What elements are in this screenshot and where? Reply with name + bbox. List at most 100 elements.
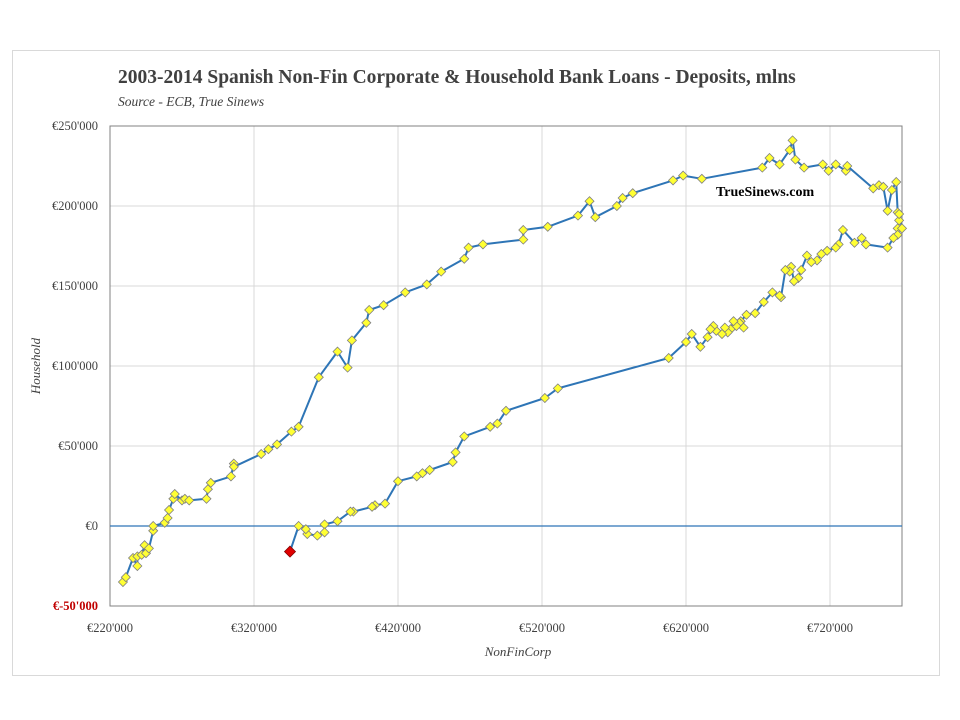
y-tick-label: €150'000 <box>52 279 98 293</box>
data-point <box>856 232 867 244</box>
data-point <box>552 383 563 394</box>
data-point <box>271 439 283 450</box>
data-point <box>702 332 713 343</box>
data-point <box>313 372 324 383</box>
data-point <box>790 154 801 165</box>
data-point <box>477 239 489 250</box>
data-point <box>878 181 889 192</box>
data-point <box>886 184 897 196</box>
chart-subtitle: Source - ECB, True Sinews <box>118 94 265 109</box>
data-point <box>627 188 638 199</box>
data-point <box>764 152 775 164</box>
chart-frame <box>12 50 940 676</box>
data-point <box>663 352 674 364</box>
data-point <box>757 162 768 173</box>
data-point <box>500 405 512 416</box>
data-point <box>882 205 893 216</box>
data-point <box>162 512 173 524</box>
data-point-latest <box>283 545 297 558</box>
data-point <box>400 287 411 298</box>
data-point <box>459 431 470 442</box>
data-point <box>163 504 175 516</box>
data-point <box>424 464 435 476</box>
data-point <box>816 248 827 260</box>
x-tick-label: €220'000 <box>87 621 133 635</box>
series-line <box>122 139 903 583</box>
data-point <box>741 309 752 320</box>
data-point <box>678 170 689 181</box>
data-point <box>774 159 785 170</box>
y-tick-label: €50'000 <box>58 439 98 453</box>
data-point <box>421 279 432 290</box>
data-point <box>205 477 216 488</box>
data-point <box>361 317 372 328</box>
data-point <box>485 421 496 432</box>
x-tick-label: €420'000 <box>375 621 421 635</box>
data-point <box>463 242 474 253</box>
data-point <box>617 192 628 204</box>
data-point <box>293 421 304 432</box>
data-point <box>539 392 550 404</box>
x-tick-label: €320'000 <box>231 621 277 635</box>
data-point <box>891 176 902 188</box>
data-point <box>842 160 853 172</box>
data-point <box>518 224 529 236</box>
y-tick-label: €0 <box>86 519 99 533</box>
data-point <box>882 242 893 253</box>
data-point <box>611 200 622 212</box>
data-point <box>584 196 595 207</box>
data-point <box>830 159 841 170</box>
chart-title: 2003-2014 Spanish Non-Fin Corporate & Ho… <box>118 67 796 88</box>
data-point <box>787 135 798 146</box>
data-point <box>796 264 807 276</box>
data-point <box>319 527 330 538</box>
data-point <box>436 266 447 277</box>
data-point <box>392 476 404 487</box>
data-point <box>345 506 356 517</box>
x-tick-label: €720'000 <box>807 621 853 635</box>
data-point <box>780 264 791 276</box>
data-point <box>705 324 716 335</box>
data-point <box>860 239 872 250</box>
data-point <box>680 336 692 348</box>
data-point <box>542 221 553 232</box>
data-point <box>830 242 841 253</box>
data-point <box>364 304 375 316</box>
data-point <box>184 495 195 506</box>
data-point <box>411 471 422 482</box>
data-point <box>300 524 311 535</box>
data-point <box>367 501 378 512</box>
data-point <box>225 471 237 482</box>
x-tick-label: €520'000 <box>519 621 565 635</box>
data-point <box>695 341 706 352</box>
data-point <box>346 335 357 346</box>
data-point <box>728 316 739 327</box>
data-point <box>572 210 584 221</box>
y-tick-label: €250'000 <box>52 119 98 133</box>
data-point <box>379 498 391 509</box>
data-point <box>590 212 601 223</box>
data-point <box>801 250 813 261</box>
data-point <box>459 253 470 264</box>
data-point <box>767 287 778 298</box>
data-point <box>312 530 323 541</box>
data-point <box>332 516 343 527</box>
x-axis-label: NonFinCorp <box>484 644 552 659</box>
data-point <box>696 173 707 184</box>
data-point <box>228 461 239 472</box>
data-point <box>837 224 849 236</box>
data-point <box>169 488 180 500</box>
data-point <box>143 543 154 554</box>
data-markers <box>117 135 908 588</box>
data-point <box>256 448 267 460</box>
data-point <box>492 418 503 429</box>
data-point <box>894 208 905 220</box>
y-tick-label: €100'000 <box>52 359 98 373</box>
data-point <box>120 572 131 583</box>
data-point <box>849 237 860 248</box>
data-point <box>342 362 353 373</box>
y-tick-label: €200'000 <box>52 199 98 213</box>
data-point <box>518 234 529 245</box>
data-point <box>132 560 143 572</box>
